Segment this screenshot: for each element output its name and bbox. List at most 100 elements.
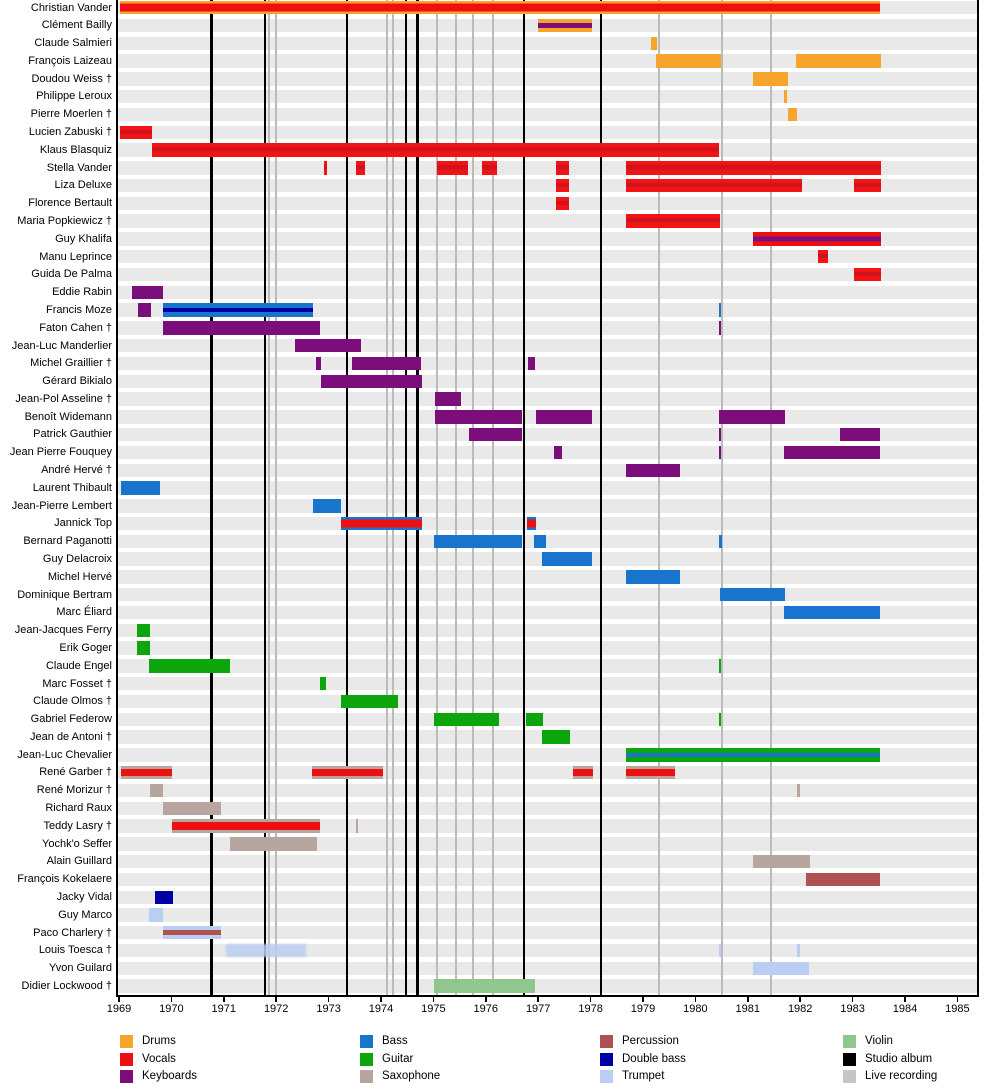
timeline-bar — [527, 516, 537, 531]
member-label: Teddy Lasry † — [43, 819, 112, 832]
live-recording-line — [769, 0, 772, 995]
timeline-bar — [556, 161, 570, 175]
timeline-bar — [541, 730, 571, 744]
timeline-bar — [536, 410, 593, 424]
axis-year-label: 1977 — [525, 1003, 551, 1015]
axis-tick — [747, 997, 749, 1002]
timeline-bar — [434, 410, 522, 424]
timeline-bar — [753, 854, 811, 869]
legend-swatch-bass-icon — [360, 1035, 373, 1048]
studio-album-line — [263, 0, 267, 995]
member-label: Jean-Jacques Ferry — [14, 624, 112, 637]
member-row-band — [117, 890, 977, 904]
timeline-bar — [355, 819, 359, 833]
timeline-bar — [853, 178, 881, 193]
member-row-band — [117, 481, 977, 495]
timeline-bar — [805, 872, 880, 887]
timeline-bar — [718, 303, 722, 317]
live-recording-line — [268, 0, 271, 995]
timeline-bar — [626, 570, 681, 584]
timeline-bar — [136, 623, 150, 638]
member-row-band — [117, 605, 977, 620]
member-label: Jean-Luc Manderlier — [11, 339, 112, 352]
axis-tick — [485, 997, 487, 1002]
legend-label: Vocals — [142, 1052, 176, 1065]
member-label: Eddie Rabin — [52, 286, 112, 299]
plot-border-right — [976, 0, 979, 997]
timeline-bar — [121, 481, 160, 495]
timeline-bar — [137, 303, 151, 317]
axis-year-label: 1978 — [578, 1003, 603, 1015]
member-label: Faton Cahen † — [39, 321, 112, 334]
member-label: Louis Toesca † — [38, 944, 112, 957]
timeline-bar — [312, 499, 342, 513]
timeline-bar — [163, 321, 321, 335]
legend-swatch-drums-icon — [120, 1035, 133, 1048]
member-row-band — [117, 677, 977, 691]
member-row-band — [117, 285, 977, 300]
member-label: Dominique Bertram — [17, 588, 112, 601]
legend-swatch-violin-icon — [843, 1035, 856, 1048]
member-row-band — [117, 943, 977, 958]
legend-swatch-vocals-icon — [120, 1052, 133, 1066]
timeline-bar — [355, 161, 365, 175]
timeline-bar — [469, 427, 522, 442]
timeline-bar — [626, 161, 881, 175]
timeline-bar — [718, 321, 722, 335]
timeline-bar — [753, 72, 789, 86]
axis-year-label: 1980 — [683, 1003, 708, 1015]
plot-border-bottom — [115, 995, 979, 997]
timeline-bar — [797, 783, 800, 798]
timeline-bar — [556, 196, 570, 211]
timeline-bar — [316, 356, 322, 371]
timeline-bar — [783, 445, 880, 460]
timeline-bar — [626, 463, 681, 477]
studio-album-line — [599, 0, 603, 995]
member-row-band — [117, 499, 977, 513]
axis-tick — [851, 997, 854, 1002]
legend-label: Studio album — [865, 1052, 933, 1065]
timeline-bar — [541, 552, 593, 566]
timeline-bar — [818, 250, 828, 264]
timeline-bar — [796, 54, 881, 68]
live-recording-line — [391, 0, 394, 995]
member-row-band — [117, 837, 977, 851]
live-recording-line — [492, 0, 495, 995]
member-row-band — [117, 427, 977, 442]
legend-swatch-studio_album-icon — [843, 1052, 856, 1066]
timeline-bar — [341, 694, 398, 709]
member-label: Jean-Pierre Lembert — [11, 499, 112, 512]
member-row-band — [117, 36, 977, 50]
member-row-band — [117, 694, 977, 709]
member-label: Jannick Top — [54, 517, 112, 530]
member-label: René Morizur † — [36, 784, 112, 797]
axis-year-label: 1976 — [473, 1003, 499, 1015]
member-label: Klaus Blasquiz — [39, 143, 112, 156]
member-label: Gabriel Federow — [30, 713, 112, 726]
member-row-band — [117, 339, 977, 353]
member-row-band — [117, 908, 977, 922]
studio-album-line — [209, 0, 213, 995]
axis-year-label: 1973 — [316, 1003, 341, 1015]
timeline-bar — [753, 961, 810, 976]
legend-swatch-double_bass-icon — [600, 1052, 613, 1066]
member-row-band — [117, 712, 977, 726]
timeline-bar — [753, 232, 881, 246]
member-row-band — [117, 125, 977, 139]
timeline-bar — [148, 908, 163, 922]
axis-year-label: 1979 — [630, 1003, 656, 1015]
axis-tick — [589, 997, 592, 1002]
timeline-bar — [434, 392, 462, 406]
timeline-bar — [718, 534, 723, 549]
axis-year-label: 1971 — [211, 1003, 237, 1015]
member-row-band — [117, 214, 977, 228]
timeline-bar — [538, 18, 593, 33]
timeline-bar — [121, 765, 172, 780]
studio-album-line — [416, 0, 419, 995]
legend-label: Double bass — [622, 1052, 686, 1065]
member-row-band — [117, 570, 977, 584]
timeline-bar — [788, 107, 798, 122]
member-label: François Kokelaere — [17, 873, 112, 886]
timeline-bar — [626, 178, 802, 193]
